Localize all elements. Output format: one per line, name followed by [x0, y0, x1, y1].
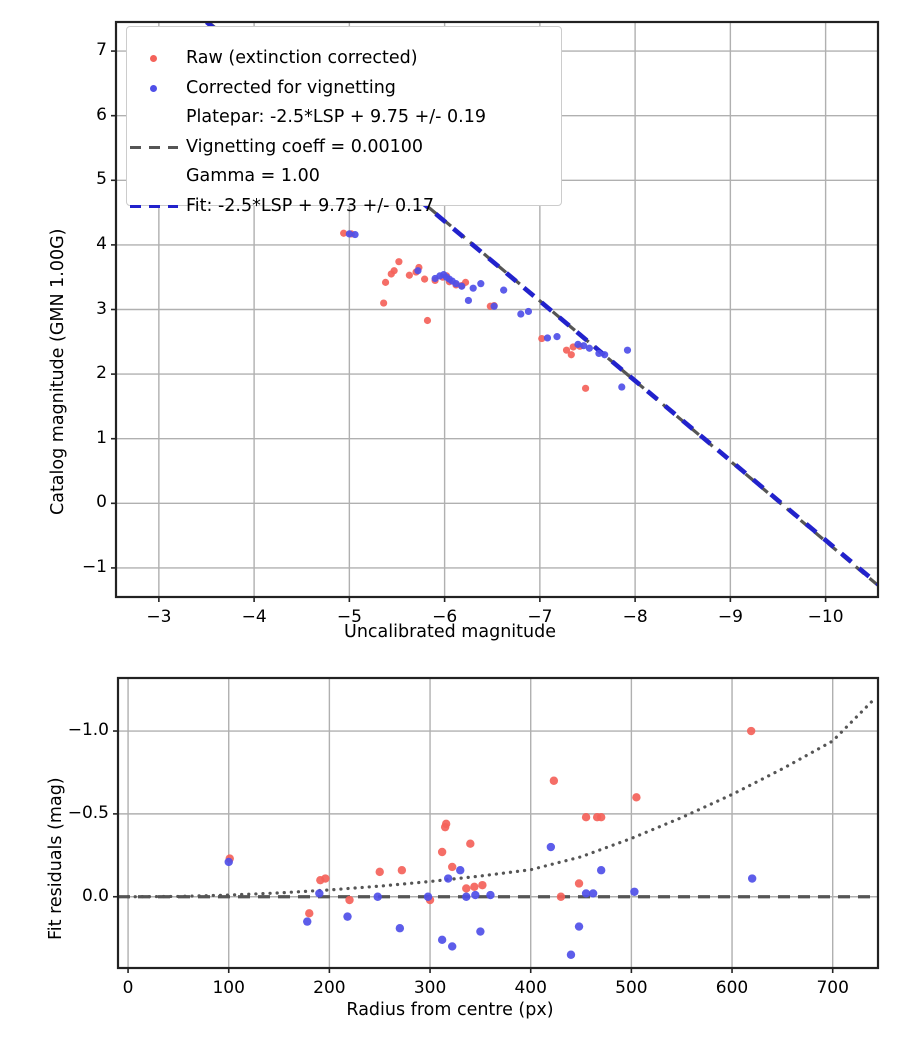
bottom-xtick-7: 700 [816, 978, 849, 998]
legend-marker-dot-icon [150, 84, 157, 92]
legend-entry-1: Corrected for vignetting [126, 77, 396, 99]
legend-label-4: Gamma = 1.00 [186, 166, 320, 186]
legend-label-3: Vignetting coeff = 0.00100 [186, 136, 424, 157]
bottom-xtick-0: 0 [122, 978, 134, 998]
legend-label-5: Fit: -2.5*LSP + 9.73 +/- 0.17 [186, 195, 434, 216]
top-xtick-2: −5 [336, 607, 362, 627]
legend-handle-4 [126, 165, 182, 187]
legend-label-0: Raw (extinction corrected) [186, 48, 418, 68]
bottom-ytick-2: −1.0 [67, 720, 109, 741]
bottom-xtick-4: 400 [514, 978, 547, 998]
bottom-xtick-3: 300 [413, 978, 447, 998]
bottom-xtick-6: 600 [715, 978, 749, 998]
top-ytick-8: 7 [96, 40, 107, 61]
legend-entry-3: Vignetting coeff = 0.00100 [126, 136, 423, 158]
legend-dashed-line-icon [130, 204, 178, 208]
legend-handle-0 [126, 47, 182, 69]
bottom-yaxis-label-wrap: Fit residuals (mag) [28, 678, 66, 968]
top-ytick-0: −1 [81, 556, 107, 577]
top-yaxis-label-wrap: Catalog magnitude (GMN 1.00G) [30, 0, 68, 600]
legend-entry-0: Raw (extinction corrected) [126, 47, 418, 69]
legend [126, 26, 562, 206]
legend-dashed-line-icon [130, 145, 178, 149]
legend-label-2: Platepar: -2.5*LSP + 9.75 +/- 0.19 [186, 107, 486, 127]
top-ytick-5: 4 [96, 233, 107, 254]
bottom-yaxis-label: Fit residuals (mag) [46, 777, 66, 940]
legend-entry-2: Platepar: -2.5*LSP + 9.75 +/- 0.19 [126, 106, 486, 128]
top-ytick-1: 0 [96, 492, 107, 513]
legend-handle-2 [126, 106, 182, 128]
top-ytick-7: 6 [96, 104, 107, 125]
bottom-xaxis-label: Radius from centre (px) [346, 1000, 554, 1020]
top-ytick-2: 1 [96, 427, 107, 448]
bottom-xtick-2: 200 [313, 978, 346, 998]
legend-entry-5: Fit: -2.5*LSP + 9.73 +/- 0.17 [126, 195, 434, 217]
legend-entry-4: Gamma = 1.00 [126, 165, 320, 187]
top-xtick-0: −3 [146, 607, 172, 627]
top-xtick-6: −9 [717, 607, 743, 627]
legend-handle-5 [126, 195, 182, 217]
top-yaxis-label: Catalog magnitude (GMN 1.00G) [48, 228, 68, 516]
top-xtick-1: −4 [241, 607, 267, 627]
top-xtick-4: −7 [527, 607, 553, 627]
top-xaxis-label: Uncalibrated magnitude [344, 622, 556, 642]
top-xtick-7: −10 [807, 607, 844, 627]
bottom-ytick-0: 0.0 [81, 885, 109, 906]
legend-marker-dot-icon [150, 55, 157, 62]
top-ytick-3: 2 [96, 363, 107, 384]
top-ytick-4: 3 [96, 298, 107, 319]
bottom-xtick-5: 500 [615, 978, 648, 998]
bottom-ytick-1: −0.5 [67, 802, 109, 823]
top-ytick-6: 5 [96, 169, 107, 190]
bottom-xtick-1: 100 [212, 978, 245, 998]
legend-handle-1 [126, 77, 182, 99]
top-xtick-5: −8 [622, 607, 648, 627]
legend-handle-3 [126, 136, 182, 158]
top-xtick-3: −6 [432, 607, 458, 627]
legend-label-1: Corrected for vignetting [186, 77, 396, 98]
